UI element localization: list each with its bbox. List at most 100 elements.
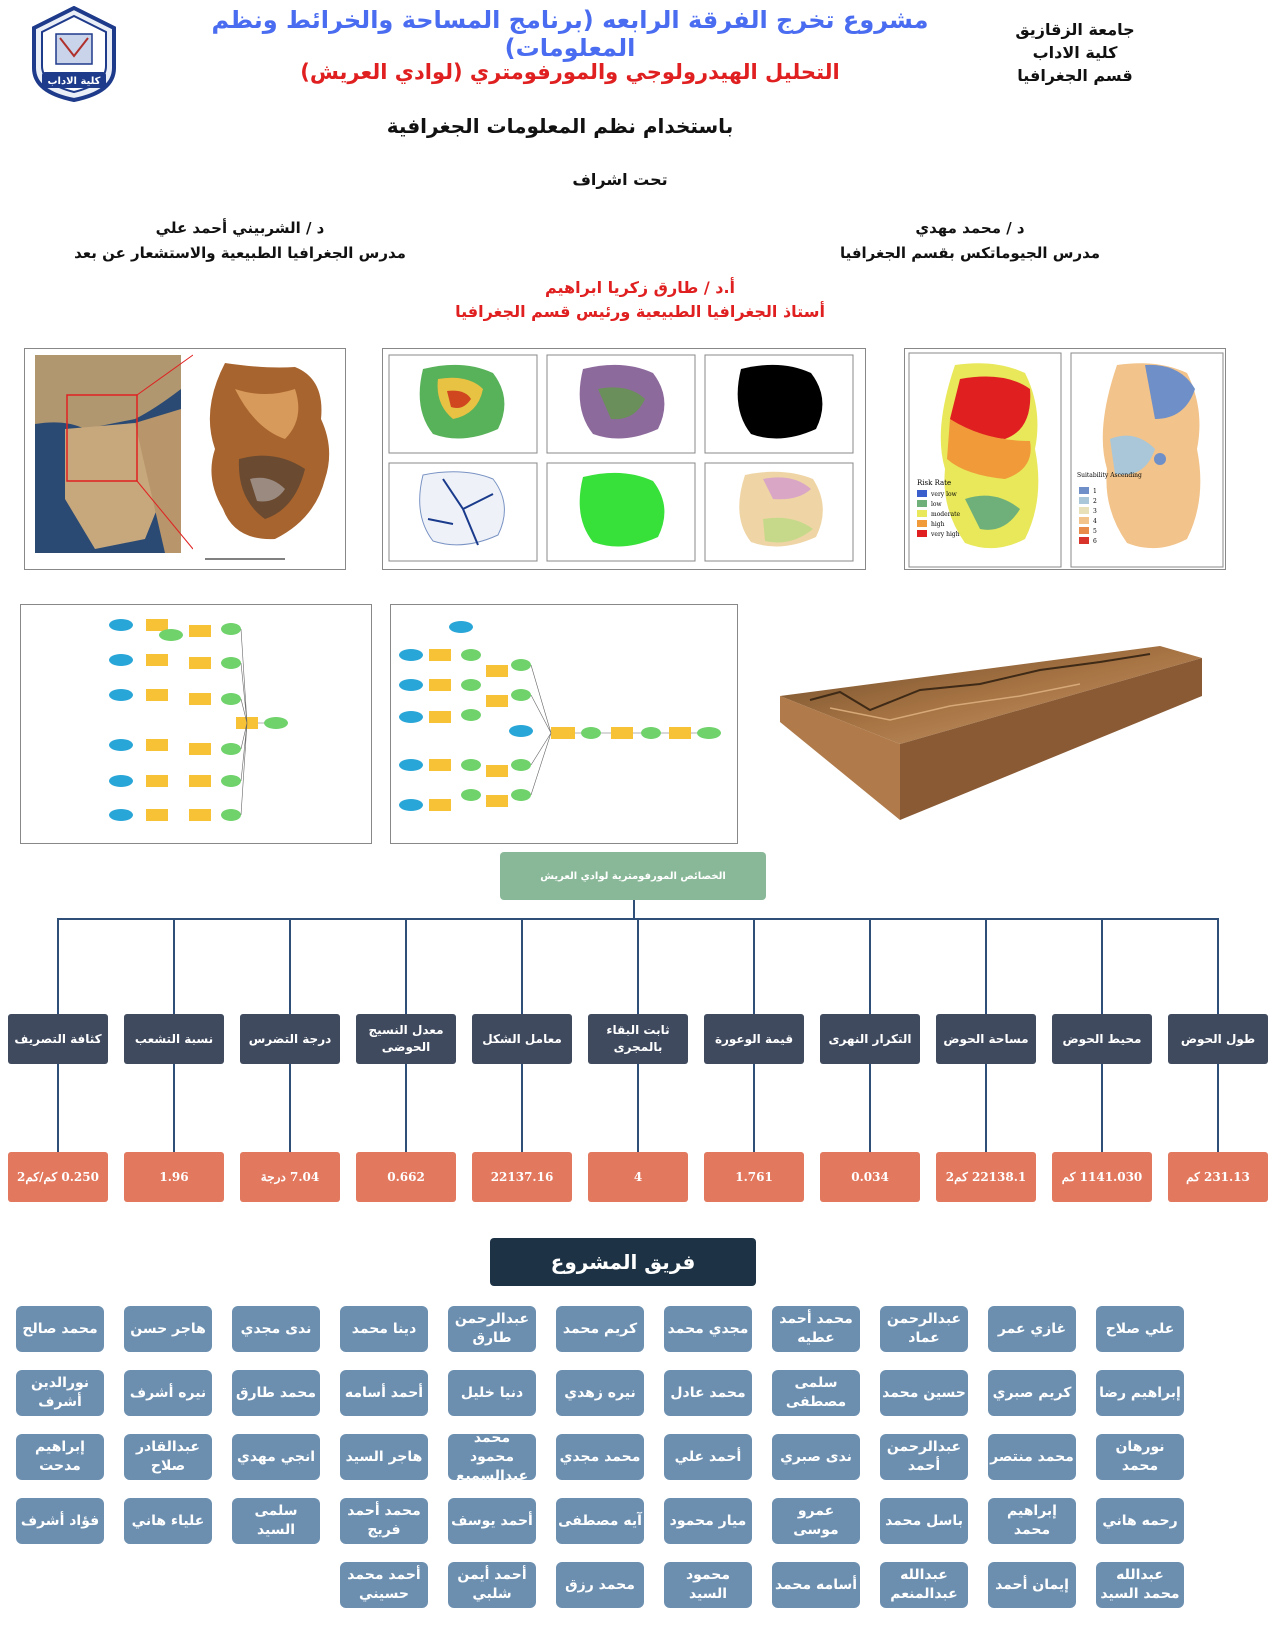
risk-suitability-panel: Risk Rate very low low moderate high ver… (904, 348, 1226, 570)
morphometric-category: طول الحوض (1168, 1014, 1268, 1064)
faculty-name: كلية الاداب (1032, 43, 1118, 62)
connector-value (405, 1064, 407, 1152)
connector-drop (985, 918, 987, 1014)
connector-value (1217, 1064, 1219, 1152)
risk-legend-2: moderate (931, 511, 961, 518)
connector-drop (521, 918, 523, 1014)
risk-legend-4: very high (930, 531, 960, 538)
supervisor-right-role: مدرس الجيوماتكس بقسم الجغرافيا (839, 244, 1101, 262)
department-name: قسم الجغرافيا (1017, 66, 1133, 85)
morphometric-category: كثافة التصريف (8, 1014, 108, 1064)
team-member: دنيا خليل (448, 1370, 536, 1416)
supervision-heading: تحت اشراف (572, 170, 668, 189)
team-member: عبدالقادر صلاح (124, 1434, 212, 1480)
connector-value (985, 1064, 987, 1152)
supervisor-right-name: د / محمد مهدي (915, 219, 1025, 237)
team-member: أسامه محمد (772, 1562, 860, 1608)
connector-drop (753, 918, 755, 1014)
supervisor-center-role: أستاذ الجغرافيا الطبيعية ورئيس قسم الجغر… (455, 302, 825, 321)
team-member: أحمد علي (664, 1434, 752, 1480)
morphometric-category: ثابت البقاء بالمجرى (588, 1014, 688, 1064)
morphometric-category: نسبة التشعب (124, 1014, 224, 1064)
project-subtitle-gis: باستخدام نظم المعلومات الجغرافية (386, 114, 734, 138)
morphometric-value: 4 (588, 1152, 688, 1202)
team-member: هاجر حسن (124, 1306, 212, 1352)
team-member: إبراهيم رضا (1096, 1370, 1184, 1416)
team-member: محمد منتصر (988, 1434, 1076, 1480)
suitability-legend-5: 6 (1093, 538, 1097, 545)
supervisor-left: د / الشربيني أحمد علي مدرس الجغرافيا الط… (60, 216, 420, 266)
connector-drop (57, 918, 59, 1014)
team-member: سلمى مصطفى (772, 1370, 860, 1416)
morphometric-category: قيمة الوعورة (704, 1014, 804, 1064)
supervisor-left-role: مدرس الجغرافيا الطبيعية والاستشعار عن بع… (74, 244, 406, 262)
team-member: دينا محمد (340, 1306, 428, 1352)
team-member: عبدالرحمن أحمد (880, 1434, 968, 1480)
connector-drop (1217, 918, 1219, 1014)
location-map-panel (24, 348, 346, 570)
team-member: محمد رزق (556, 1562, 644, 1608)
team-member: إيمان أحمد (988, 1562, 1076, 1608)
team-member: حسين محمد (880, 1370, 968, 1416)
model-builder-1 (20, 604, 372, 844)
connector-value (521, 1064, 523, 1152)
team-member: نورهان محمد (1096, 1434, 1184, 1480)
connector-value (57, 1064, 59, 1152)
team-member: نيره زهدي (556, 1370, 644, 1416)
suitability-legend-2: 3 (1093, 508, 1097, 515)
project-title: مشروع تخرج الفرقة الرابعه (برنامج المساح… (211, 6, 929, 62)
morphometric-value: 1.761 (704, 1152, 804, 1202)
team-member: ميار محمود (664, 1498, 752, 1544)
morphometric-chart-title: الخصائص المورفومترية لوادي العريش (500, 852, 766, 900)
connector-drop (405, 918, 407, 1014)
connector-drop (637, 918, 639, 1014)
team-member: عبدالرحمن طارق (448, 1306, 536, 1352)
connector-value (173, 1064, 175, 1152)
supervisor-center-name: أ.د / طارق زكريا ابراهيم (544, 278, 736, 297)
location-map-image (35, 354, 339, 560)
team-member: أحمد أسامه (340, 1370, 428, 1416)
team-member: باسل محمد (880, 1498, 968, 1544)
connector-value (1101, 1064, 1103, 1152)
connector-drop (869, 918, 871, 1014)
morphometric-value: 0.034 (820, 1152, 920, 1202)
team-member: علياء هاني (124, 1498, 212, 1544)
project-subtitle: التحليل الهيدرولوجي والمورفومتري (لوادي … (300, 60, 840, 84)
team-member: فؤاد أشرف (16, 1498, 104, 1544)
connector-value (869, 1064, 871, 1152)
team-member: عبدالله عبدالمنعم (880, 1562, 968, 1608)
team-member: أحمد يوسف (448, 1498, 536, 1544)
logo-text: كلية الاداب (47, 76, 100, 87)
university-logo: كلية الاداب (32, 6, 116, 102)
team-member: إبراهيم مدحت (16, 1434, 104, 1480)
suitability-legend-title: Suitability Ascending (1077, 472, 1142, 479)
morphometric-value: 7.04 درجة (240, 1152, 340, 1202)
team-member: ندى صبري (772, 1434, 860, 1480)
terrain-3d-model (780, 646, 1202, 820)
team-member: أحمد محمد حسيني (340, 1562, 428, 1608)
connector-drop (1101, 918, 1103, 1014)
university-block: جامعة الزقازيق كلية الاداب قسم الجغرافيا (1000, 18, 1150, 87)
team-member: محمد أحمد فريج (340, 1498, 428, 1544)
suitability-legend-1: 2 (1093, 498, 1097, 505)
team-member: محمد محمود عبدالسميع (448, 1434, 536, 1480)
team-member: غازي عمر (988, 1306, 1076, 1352)
model-builder-2 (390, 604, 738, 844)
morphometric-category: معدل النسيج الحوضى (356, 1014, 456, 1064)
supervisor-left-name: د / الشربيني أحمد علي (155, 219, 325, 237)
supervisor-center: أ.د / طارق زكريا ابراهيم أستاذ الجغرافيا… (390, 276, 890, 324)
morphometric-category: معامل الشكل (472, 1014, 572, 1064)
morphometric-value: 1.96 (124, 1152, 224, 1202)
team-member: محمد صالح (16, 1306, 104, 1352)
team-member: كريم محمد (556, 1306, 644, 1352)
connector-value (637, 1064, 639, 1152)
connector-trunk (633, 900, 635, 918)
analysis-maps-image (388, 354, 854, 562)
morphometric-category: درجة التضرس (240, 1014, 340, 1064)
team-member: هاجر السيد (340, 1434, 428, 1480)
morphometric-category: التكرار النهرى (820, 1014, 920, 1064)
model-builder-2-image (399, 621, 721, 811)
morphometric-value: 0.250 كم/كم2 (8, 1152, 108, 1202)
team-member: إبراهيم محمد (988, 1498, 1076, 1544)
risk-suitability-image: Risk Rate very low low moderate high ver… (908, 352, 1224, 568)
